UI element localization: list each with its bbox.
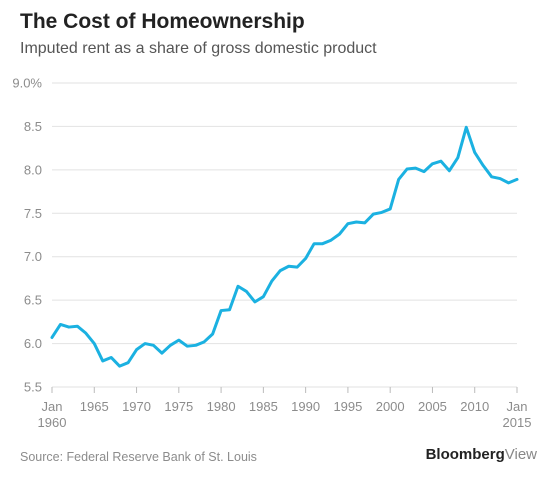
y-tick-label: 7.5 [24,206,42,221]
y-tick-label: 8.5 [24,119,42,134]
series-line [50,125,519,368]
y-tick-label: 6.5 [24,293,42,308]
x-tick-label: 1995 [333,399,362,414]
x-tick-label: 2010 [460,399,489,414]
x-tick-label: 1975 [164,399,193,414]
y-tick-label: 6.0 [24,336,42,351]
x-tick-label: 1980 [207,399,236,414]
brand-bold: Bloomberg [425,446,505,463]
brand-light: View [504,446,537,463]
chart-title: The Cost of Homeownership [20,10,305,33]
y-tick-label: 8.0 [24,162,42,177]
x-tick-label: 1990 [291,399,320,414]
y-axis-tick-labels: 5.5 6.0 6.5 7.0 7.5 8.0 8.5 9.0% [12,76,42,395]
gridlines [51,82,518,393]
y-tick-label: 5.5 [24,380,42,395]
source-note: Source: Federal Reserve Bank of St. Loui… [20,450,257,464]
x-tick-label: 1970 [122,399,151,414]
x-tick-label: 1960 [38,415,67,430]
x-tick-label: 2000 [376,399,405,414]
x-tick-label: 2005 [418,399,447,414]
x-tick-label: 1985 [249,399,278,414]
y-tick-label: 9.0% [12,76,42,91]
y-tick-label: 7.0 [24,249,42,264]
chart-subtitle: Imputed rent as a share of gross domesti… [20,40,377,57]
x-tick-label: Jan [507,399,528,414]
x-tick-label: 2015 [503,415,532,430]
x-tick-label: Jan [42,399,63,414]
x-tick-label: 1965 [80,399,109,414]
series-layer [50,125,519,368]
brand-logo: BloombergView [426,446,537,463]
